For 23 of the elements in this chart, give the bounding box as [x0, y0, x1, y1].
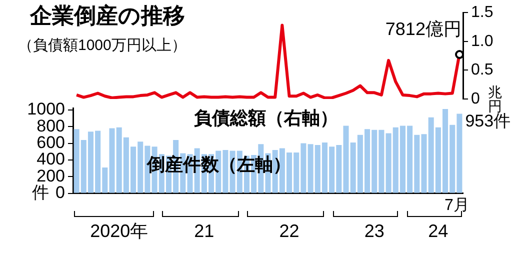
x-tick-label: 24 — [428, 221, 448, 242]
y-tick-label: 1.5 — [471, 4, 494, 22]
y-tick-label: 600 — [36, 132, 65, 152]
y-tick-label: 1000 — [27, 100, 65, 119]
x-tick-label: 2020年 — [90, 221, 148, 242]
text: 7月 — [444, 196, 470, 214]
series-label: 負債総額（右軸） — [194, 108, 338, 128]
y-tick-label: 400 — [36, 150, 65, 169]
y-tick-label: 200 — [36, 166, 65, 186]
y-tick-label: 1.0 — [471, 32, 494, 50]
series-label: 倒産件数（左軸） — [146, 154, 292, 174]
x-tick-label: 23 — [364, 221, 384, 242]
y-tick-label: 0 — [471, 90, 480, 108]
y-axis-title: 件 — [32, 183, 49, 202]
x-tick-label: 22 — [279, 221, 300, 242]
y-tick-label: 0 — [56, 183, 65, 202]
chart-title: 企業倒産の推移 — [29, 3, 185, 28]
y-axis-title: 兆円 — [488, 84, 502, 114]
x-tick-label: 21 — [194, 221, 214, 242]
y-tick-label: 0.5 — [471, 62, 494, 79]
annotation: 7812億円 — [385, 18, 462, 39]
y-tick-label: 800 — [36, 116, 65, 136]
text: （負債額1000万円以上） — [18, 37, 186, 54]
